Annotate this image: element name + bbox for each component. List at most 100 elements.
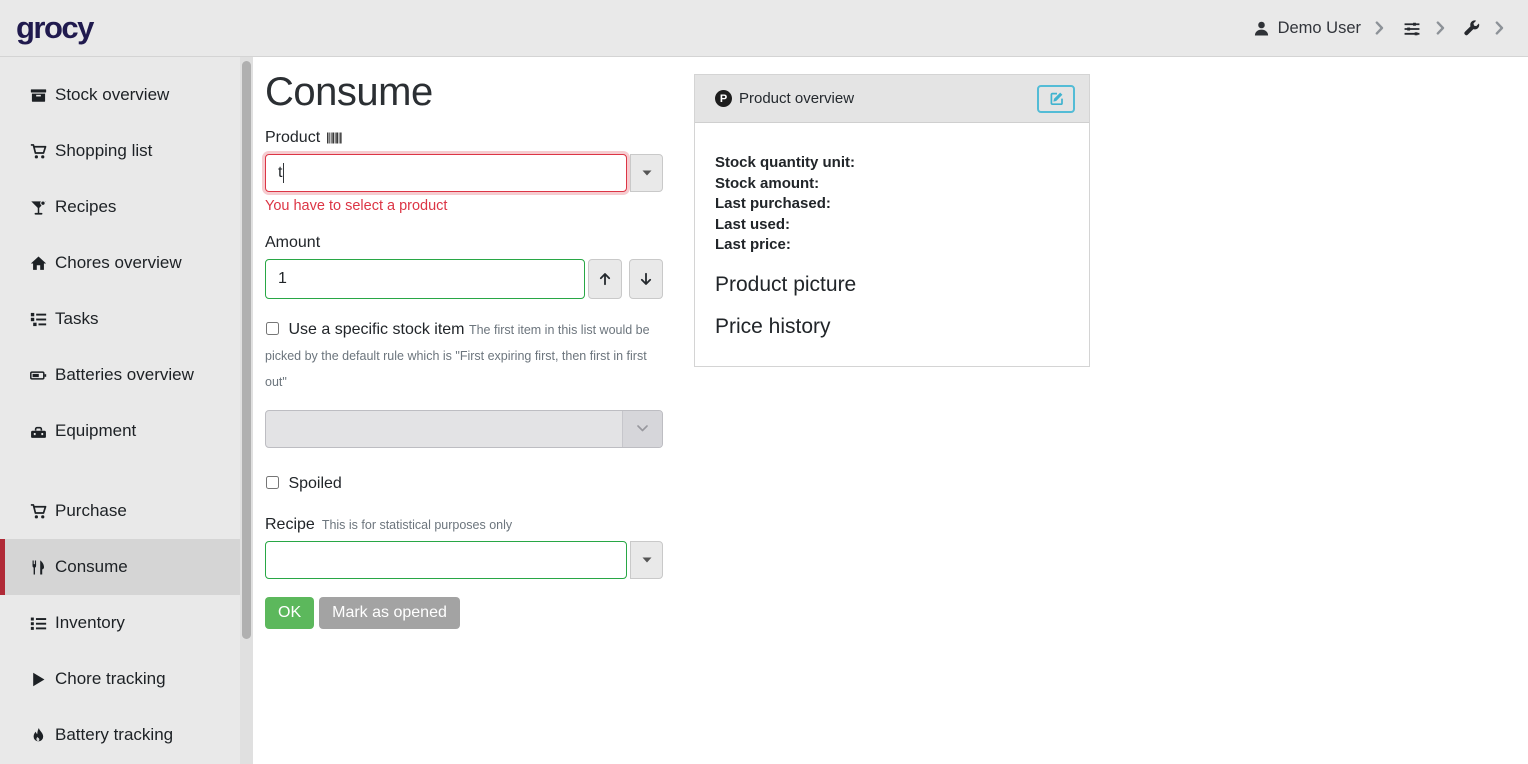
battery-icon [30,367,47,384]
stock-amount-field: Stock amount: [715,174,820,192]
product-input[interactable]: t [265,154,627,192]
arrow-up-icon [597,271,613,287]
settings-menu[interactable] [1402,20,1445,37]
recipe-label-row: Recipe This is for statistical purposes … [265,516,663,534]
grocy-logo[interactable]: grocy [16,10,94,45]
sidebar-item-label: Shopping list [55,141,153,160]
product-error-message: You have to select a product [265,198,448,214]
price-history-heading: Price history [715,314,831,338]
spoiled-label[interactable]: Spoiled [288,474,342,492]
sidebar-item-recipes[interactable]: Recipes [0,179,253,235]
amount-increase-button[interactable] [588,259,622,299]
sidebar: Stock overview Shopping list Recipes Cho… [0,57,253,764]
user-menu[interactable]: Demo User [1253,19,1384,38]
cocktail-icon [30,199,47,216]
toolbox-icon [30,423,47,440]
fire-icon [30,727,47,744]
sidebar-item-purchase[interactable]: Purchase [0,483,253,539]
recipe-label: Recipe [265,515,315,533]
product-label: Product [265,129,321,146]
product-input-value: t [278,164,283,181]
product-circle-icon: P [715,90,732,107]
home-icon [30,255,47,272]
product-input-group: t [265,154,663,192]
caret-down-icon [642,557,652,563]
page-title: Consume [265,70,433,114]
chevron-down-icon [637,425,648,432]
product-overview-body: Stock quantity unit: Stock amount: Last … [695,123,1089,366]
product-picture-heading: Product picture [715,272,857,296]
spoiled-checkbox[interactable] [266,475,279,489]
select-chevron-zone [622,410,662,447]
user-menu-label: Demo User [1277,18,1361,37]
list-icon [30,615,47,632]
play-icon [30,671,47,688]
sidebar-item-chore-tracking[interactable]: Chore tracking [0,651,253,707]
amount-label-row: Amount [265,234,663,252]
admin-menu[interactable] [1463,19,1504,37]
barcode-icon [327,132,342,144]
product-overview-title: Product overview [739,90,855,107]
header-menu: Demo User [1253,19,1504,38]
sidebar-item-consume[interactable]: Consume [0,539,253,595]
arrow-down-icon [638,271,654,287]
chevron-right-icon [1495,21,1504,35]
sidebar-item-tasks[interactable]: Tasks [0,291,253,347]
box-icon [30,87,47,104]
utensils-icon [30,559,47,576]
top-header: grocy Demo User [0,0,1528,57]
sidebar-item-inventory[interactable]: Inventory [0,595,253,651]
amount-decrease-button[interactable] [629,259,663,299]
chevron-right-icon [1375,21,1384,35]
stock-quantity-unit-field: Stock quantity unit: [715,154,855,171]
recipe-input[interactable] [265,540,627,579]
sidebar-item-label: Chore tracking [55,669,166,688]
shopping-cart-icon [30,143,47,160]
text-cursor [283,163,285,183]
sidebar-item-stock-overview[interactable]: Stock overview [0,67,253,123]
shopping-cart-icon [30,503,47,520]
edit-icon [1049,91,1064,106]
product-overview-header: P Product overview [695,75,1089,123]
sidebar-item-battery-tracking[interactable]: Battery tracking [0,707,253,763]
stock-item-check-row: Use a specific stock item The first item… [265,317,663,395]
tasks-icon [30,311,47,328]
specific-stock-item-label[interactable]: Use a specific stock item [288,321,465,338]
recipe-hint: This is for statistical purposes only [321,517,513,532]
amount-input[interactable] [265,259,585,299]
stock-item-select[interactable] [265,409,663,448]
ok-button[interactable]: OK [265,596,315,629]
last-used-field: Last used: [715,215,791,233]
sliders-icon [1402,20,1422,37]
sidebar-item-batteries-overview[interactable]: Batteries overview [0,347,253,403]
specific-stock-item-checkbox[interactable] [266,322,279,335]
product-dropdown-button[interactable] [630,154,663,192]
sidebar-item-label: Battery tracking [55,725,174,744]
consume-form: Consume Product t You have to select [265,57,663,764]
caret-down-icon [642,170,652,176]
spoiled-check-row: Spoiled [265,471,663,497]
form-buttons: OK Mark as opened [265,596,663,629]
mark-as-opened-button[interactable]: Mark as opened [319,596,460,629]
sidebar-item-label: Purchase [55,501,127,520]
sidebar-section-gap [0,459,253,483]
sidebar-item-label: Inventory [55,613,125,632]
specific-stock-item-hint: The first item in this list would be pic… [265,323,650,389]
edit-product-button[interactable] [1037,84,1075,113]
sidebar-item-equipment[interactable]: Equipment [0,403,253,459]
sidebar-item-shopping-list[interactable]: Shopping list [0,123,253,179]
main-content: Consume Product t You have to select [253,57,1528,764]
chevron-right-icon [1436,21,1445,35]
recipe-dropdown-button[interactable] [630,540,663,579]
last-purchased-field: Last purchased: [715,195,831,212]
sidebar-item-chores-overview[interactable]: Chores overview [0,235,253,291]
sidebar-scrollbar-thumb[interactable] [242,61,251,639]
product-label-row: Product [265,129,663,147]
amount-input-group [265,259,663,299]
last-price-field: Last price: [715,236,791,253]
sidebar-item-label: Batteries overview [55,365,194,384]
sidebar-item-label: Consume [55,557,128,576]
sidebar-scrollbar[interactable] [240,57,253,764]
wrench-icon [1463,19,1481,37]
sidebar-item-label: Equipment [55,421,137,440]
